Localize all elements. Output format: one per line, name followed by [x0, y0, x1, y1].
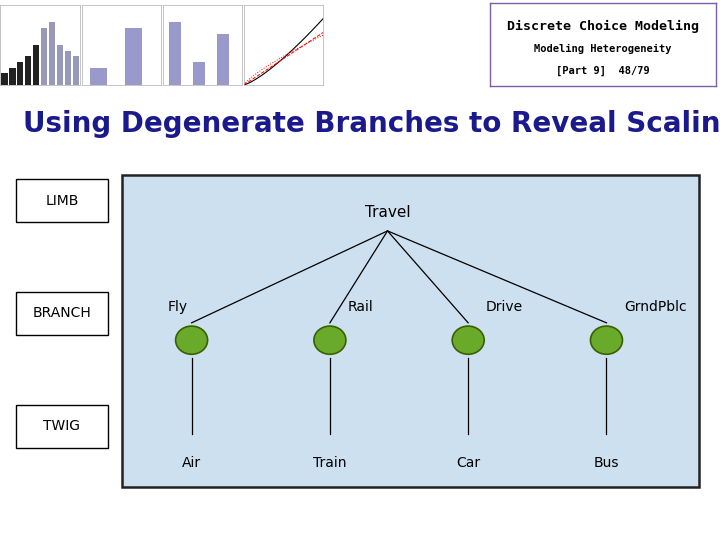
Ellipse shape [176, 326, 207, 354]
Text: LIMB: LIMB [45, 194, 78, 208]
Bar [125, 28, 142, 85]
Bar [49, 22, 55, 85]
Bar [9, 68, 16, 85]
Text: GrndPblc: GrndPblc [624, 300, 687, 314]
Bar [217, 33, 229, 85]
Text: Using Degenerate Branches to Reveal Scaling: Using Degenerate Branches to Reveal Scal… [23, 110, 720, 138]
Text: Drive: Drive [486, 300, 523, 314]
Ellipse shape [452, 326, 484, 354]
Text: Fly: Fly [168, 300, 188, 314]
FancyBboxPatch shape [16, 292, 108, 335]
Ellipse shape [314, 326, 346, 354]
Text: Bus: Bus [594, 456, 619, 470]
Bar [33, 45, 40, 85]
Text: TWIG: TWIG [43, 419, 81, 433]
Bar [25, 56, 32, 85]
FancyBboxPatch shape [122, 175, 698, 487]
FancyBboxPatch shape [16, 404, 108, 448]
Bar [90, 68, 107, 85]
Bar [1, 73, 8, 85]
Text: BRANCH: BRANCH [32, 307, 91, 320]
Bar [73, 56, 79, 85]
Text: Modeling Heterogeneity: Modeling Heterogeneity [534, 44, 672, 53]
Bar [65, 51, 71, 85]
Text: [Part 9]  48/79: [Part 9] 48/79 [556, 66, 650, 76]
Text: Car: Car [456, 456, 480, 470]
Text: Air: Air [182, 456, 201, 470]
Text: Rail: Rail [348, 300, 374, 314]
Bar [193, 62, 204, 85]
Bar [41, 28, 48, 85]
FancyBboxPatch shape [16, 179, 108, 222]
Bar [168, 22, 181, 85]
Text: Train: Train [313, 456, 346, 470]
Text: Travel: Travel [365, 205, 410, 220]
Bar [57, 45, 63, 85]
Ellipse shape [590, 326, 623, 354]
Bar [17, 62, 24, 85]
Text: Discrete Choice Modeling: Discrete Choice Modeling [507, 20, 699, 33]
